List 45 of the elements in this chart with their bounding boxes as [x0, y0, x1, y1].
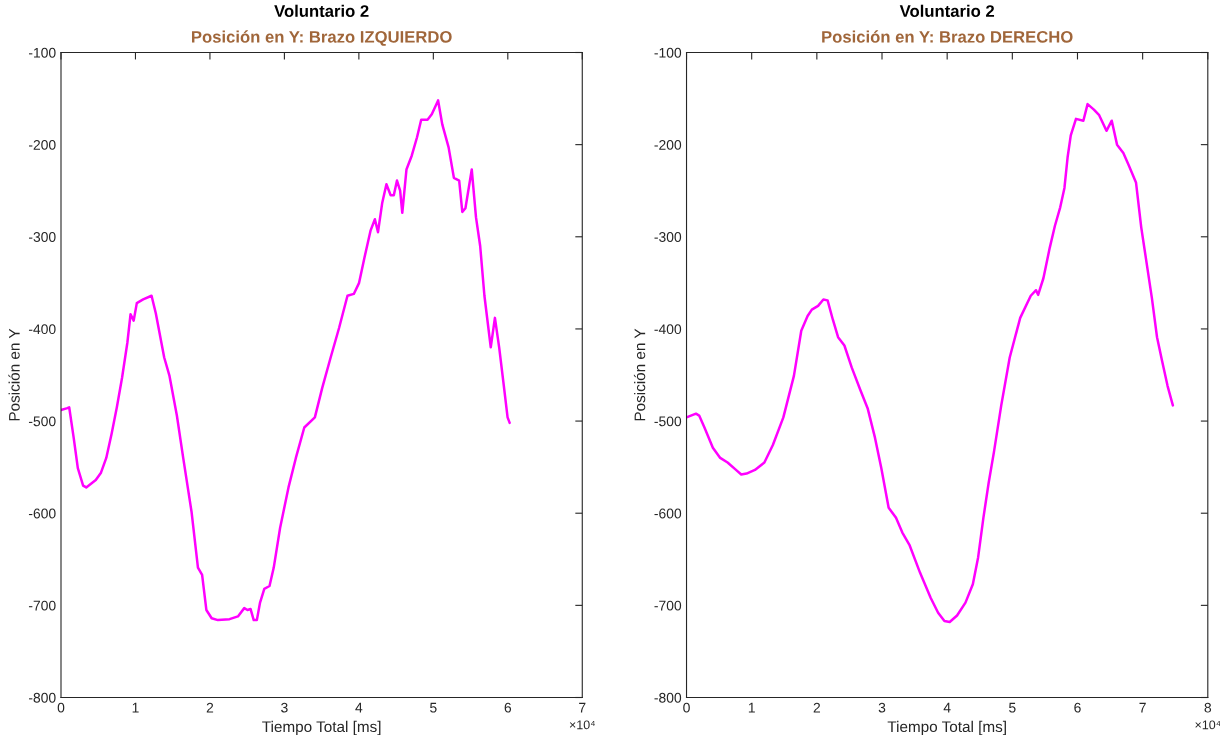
y-tick-label: -800: [28, 692, 56, 703]
y-tick-label: -500: [28, 416, 56, 427]
x-axis-title: Tiempo Total [ms]: [887, 720, 1006, 736]
x-tick-label: 2: [206, 702, 214, 713]
y-tick-label: -200: [28, 139, 56, 150]
line-series: [61, 99, 511, 622]
x-tick-label: 2: [813, 702, 821, 713]
y-tick-label: -300: [28, 232, 56, 242]
y-axis-title: Posición en Y: [633, 328, 646, 421]
text: ×10⁴: [569, 720, 595, 730]
y-tick-label: -400: [28, 324, 56, 335]
line-series: [686, 102, 1175, 624]
y-tick-label: -600: [654, 508, 682, 519]
y-tick-label: -200: [654, 139, 682, 150]
x-tick-label: 5: [430, 702, 437, 713]
x-tick-label: 6: [1074, 702, 1081, 713]
chart-subtitle: Posición en Y: Brazo IZQUIERDO: [192, 30, 452, 46]
text: ×10⁴: [1195, 720, 1220, 730]
x-axis-title: Tiempo Total [ms]: [262, 720, 381, 736]
chart-title: Voluntario 2: [274, 4, 369, 17]
y-tick-label: -600: [28, 508, 56, 519]
y-tick-label: -700: [654, 600, 682, 611]
x-tick-label: 8: [1204, 702, 1212, 713]
x-tick-label: 3: [878, 702, 886, 713]
y-tick-label: -700: [28, 600, 56, 611]
x-tick-label: 3: [281, 702, 288, 713]
chart-subtitle: Posición en Y: Brazo DERECHO: [822, 30, 1073, 43]
chart-title: Voluntario 2: [899, 4, 995, 17]
x-tick-label: 0: [683, 702, 690, 713]
y-tick-label: -100: [654, 47, 682, 58]
y-tick-label: -400: [654, 324, 682, 335]
x-tick-label: 7: [1139, 702, 1146, 713]
x-tick-label: 0: [57, 702, 65, 713]
y-tick-label: -100: [28, 47, 56, 58]
x-tick-label: 5: [1009, 702, 1016, 713]
x-tick-label: 1: [748, 702, 755, 713]
y-tick-label: -500: [654, 416, 682, 427]
x-tick-label: 6: [504, 702, 512, 713]
x-tick-label: 4: [943, 702, 951, 713]
y-axis-title: Posición en Y: [8, 328, 20, 421]
x-tick-label: 7: [579, 702, 586, 713]
x-tick-label: 1: [132, 702, 139, 713]
y-tick-label: -800: [654, 692, 682, 703]
x-tick-label: 4: [355, 702, 363, 713]
y-tick-label: -300: [654, 232, 682, 242]
